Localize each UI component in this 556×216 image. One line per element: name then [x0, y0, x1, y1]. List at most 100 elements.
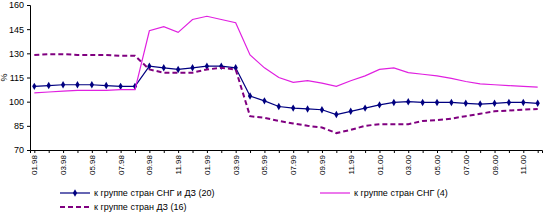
series-marker — [363, 104, 367, 111]
x-tick-mark — [77, 150, 78, 153]
series-marker — [392, 99, 396, 106]
x-tick-label: 07.99 — [289, 154, 298, 175]
x-tick — [394, 150, 395, 153]
legend-label: к группе стран ДЗ (16) — [94, 202, 187, 212]
legend-swatch — [60, 206, 90, 208]
x-tick-label: 01.99 — [203, 154, 212, 175]
x-tick: 01.99 — [203, 150, 212, 175]
series-marker — [32, 83, 36, 90]
y-tick-label: 115 — [10, 73, 24, 83]
y-tick-label: 100 — [9, 97, 24, 107]
series-marker — [248, 92, 252, 99]
series-marker — [118, 83, 122, 90]
x-tick — [164, 150, 165, 153]
x-tick-label: 05.98 — [88, 154, 97, 175]
x-tick — [423, 150, 424, 153]
x-tick-mark — [495, 150, 496, 153]
x-tick: 11.99 — [347, 150, 356, 174]
x-tick-label: 11.99 — [347, 154, 356, 174]
plot: 708510011513014516001.9803.9805.9807.980… — [9, 0, 543, 175]
x-tick-mark — [250, 150, 251, 153]
x-tick — [336, 150, 337, 153]
x-tick: 11.00 — [519, 150, 528, 174]
y-tick-label: 85 — [14, 121, 24, 131]
legend-label: к группе стран СНГ и ДЗ (20) — [94, 188, 214, 198]
x-tick-label: 11.00 — [519, 154, 528, 174]
series-marker — [377, 101, 381, 108]
x-tick-mark — [106, 150, 107, 153]
series-marker — [492, 100, 496, 107]
x-tick-mark — [466, 150, 467, 153]
x-tick: 09.99 — [318, 150, 327, 175]
x-tick: 01.00 — [376, 150, 385, 175]
series-marker — [277, 103, 281, 110]
chart: 708510011513014516001.9803.9805.9807.980… — [0, 0, 556, 216]
x-tick: 05.99 — [260, 150, 269, 175]
x-tick-label: 05.99 — [260, 154, 269, 175]
x-tick-mark — [164, 150, 165, 153]
x-tick — [77, 150, 78, 153]
y-tick-mark — [27, 78, 30, 79]
x-tick-mark — [437, 150, 438, 153]
x-tick — [193, 150, 194, 153]
y-tick-mark — [27, 102, 30, 103]
legend-swatch — [320, 192, 350, 193]
y-tick-mark — [27, 53, 30, 54]
x-tick: 07.98 — [117, 150, 126, 175]
x-tick — [221, 150, 222, 153]
y-tick: 130 — [9, 49, 30, 59]
legend-marker — [73, 189, 77, 196]
legend-label: к группе стран СНГ (4) — [354, 188, 448, 198]
series-marker — [334, 111, 338, 118]
x-tick-mark — [538, 150, 539, 153]
x-tick-mark — [264, 150, 265, 153]
x-tick-mark — [365, 150, 366, 153]
x-tick-label: 01.00 — [376, 154, 385, 175]
series-marker — [478, 100, 482, 107]
series-marker — [536, 100, 540, 107]
x-tick-label: 09.00 — [491, 154, 500, 175]
x-tick-mark — [322, 150, 323, 153]
series-marker — [190, 64, 194, 71]
x-tick-mark — [221, 150, 222, 153]
y-tick: 145 — [9, 25, 30, 35]
x-tick: 05.98 — [88, 150, 97, 175]
y-tick-label: 160 — [9, 0, 24, 10]
x-tick-label: 03.00 — [404, 154, 413, 175]
x-tick-mark — [394, 150, 395, 153]
series-marker — [521, 99, 525, 106]
legend: к группе стран СНГ и ДЗ (20) к группе стр… — [60, 188, 448, 212]
x-tick-label: 07.98 — [117, 154, 126, 175]
x-tick-mark — [236, 150, 237, 153]
x-tick — [308, 150, 309, 153]
series-marker — [90, 81, 94, 88]
x-tick-mark — [509, 150, 510, 153]
x-tick-mark — [293, 150, 294, 153]
x-tick-label: 07.00 — [462, 154, 471, 175]
series-marker — [464, 100, 468, 107]
x-tick-mark — [149, 150, 150, 153]
x-tick: 09.98 — [145, 150, 154, 175]
legend-item: к группе стран СНГ (4) — [320, 188, 448, 198]
x-tick-mark — [408, 150, 409, 153]
y-tick: 160 — [9, 0, 30, 10]
series-marker — [305, 105, 309, 112]
y-tick-mark — [27, 5, 30, 6]
series-marker — [61, 81, 65, 88]
x-tick — [365, 150, 366, 153]
legend-item: к группе стран СНГ и ДЗ (20) — [60, 188, 214, 198]
x-tick — [509, 150, 510, 153]
x-tick — [279, 150, 280, 153]
series-marker — [507, 99, 511, 106]
x-tick-mark — [49, 150, 50, 153]
x-tick — [49, 150, 50, 153]
x-tick: 03.99 — [232, 150, 241, 175]
x-tick-mark — [178, 150, 179, 153]
x-tick: 03.98 — [59, 150, 68, 175]
y-tick: 100 — [9, 97, 30, 107]
x-tick-mark — [480, 150, 481, 153]
x-tick — [135, 150, 136, 153]
y-axis-title: % — [0, 73, 9, 81]
x-tick — [480, 150, 481, 153]
x-tick-mark — [379, 150, 380, 153]
